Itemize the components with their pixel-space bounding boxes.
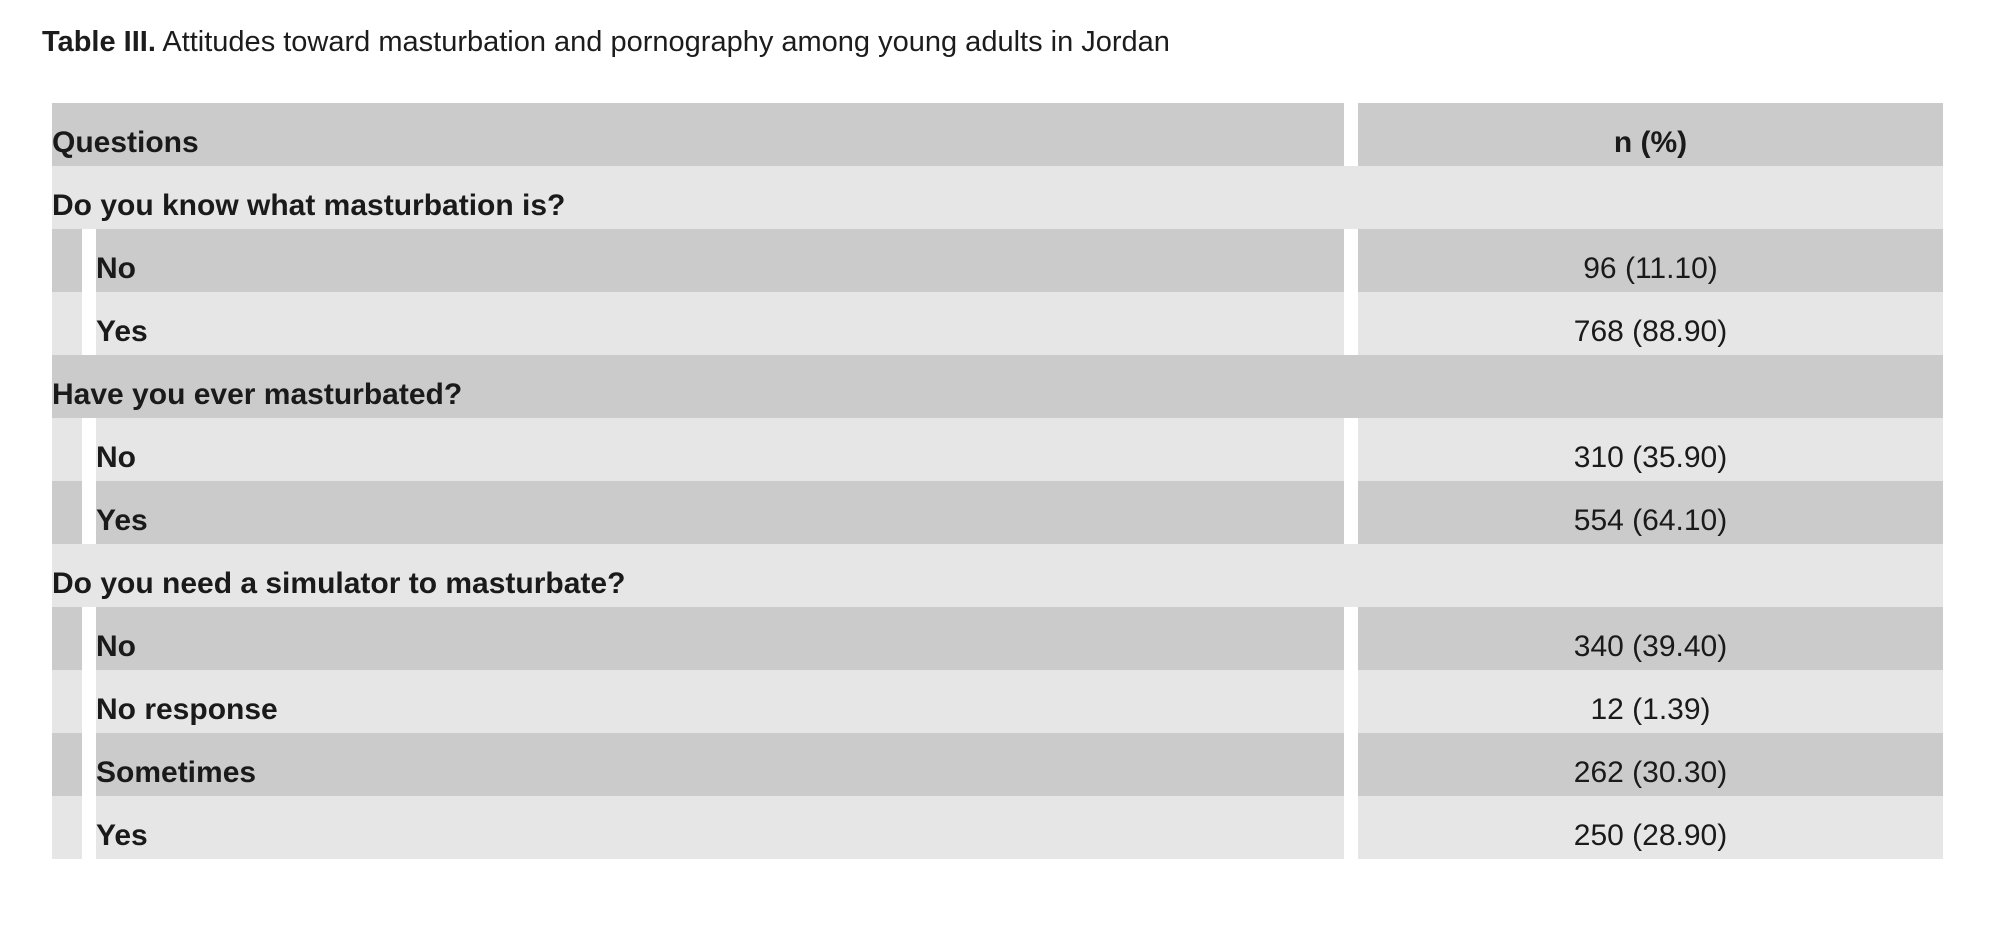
answer-row: Yes 554 (64.10) [52, 481, 1944, 544]
indent-cell [52, 481, 96, 544]
indent-cell [52, 229, 96, 292]
table-caption-text: Attitudes toward masturbation and pornog… [155, 26, 1170, 58]
answer-value: 768 (88.90) [1358, 292, 1944, 355]
header-row: Questions n (%) [52, 103, 1944, 166]
answer-value: 340 (39.40) [1358, 607, 1944, 670]
indent-cell [52, 607, 96, 670]
indent-cell [52, 292, 96, 355]
answer-value: 96 (11.10) [1358, 229, 1944, 292]
answer-value: 250 (28.90) [1358, 796, 1944, 859]
answer-value: 310 (35.90) [1358, 418, 1944, 481]
answer-label: Yes [96, 292, 1359, 355]
answer-row: Sometimes 262 (30.30) [52, 733, 1944, 796]
answer-row: No 340 (39.40) [52, 607, 1944, 670]
indent-cell [52, 733, 96, 796]
answer-row: No 96 (11.10) [52, 229, 1944, 292]
question-row: Do you know what masturbation is? [52, 166, 1944, 229]
question-text: Have you ever masturbated? [52, 355, 1944, 418]
answer-label: No response [96, 670, 1359, 733]
answer-value: 12 (1.39) [1358, 670, 1944, 733]
answer-label: Yes [96, 796, 1359, 859]
indent-cell [52, 796, 96, 859]
answer-label: No [96, 607, 1359, 670]
indent-cell [52, 418, 96, 481]
answer-row: No response 12 (1.39) [52, 670, 1944, 733]
table-caption: Table III. Attitudes toward masturbation… [42, 24, 1170, 60]
answer-value: 554 (64.10) [1358, 481, 1944, 544]
indent-cell [52, 670, 96, 733]
column-header-questions: Questions [52, 103, 1359, 166]
question-text: Do you need a simulator to masturbate? [52, 544, 1944, 607]
answer-label: No [96, 418, 1359, 481]
column-header-n-percent: n (%) [1358, 103, 1944, 166]
answer-row: Yes 250 (28.90) [52, 796, 1944, 859]
question-row: Have you ever masturbated? [52, 355, 1944, 418]
attitudes-table: Questions n (%) Do you know what masturb… [52, 103, 1944, 859]
table-caption-label: Table III. [42, 26, 156, 58]
answer-label: Sometimes [96, 733, 1359, 796]
answer-label: Yes [96, 481, 1359, 544]
answer-row: No 310 (35.90) [52, 418, 1944, 481]
answer-label: No [96, 229, 1359, 292]
question-row: Do you need a simulator to masturbate? [52, 544, 1944, 607]
answer-value: 262 (30.30) [1358, 733, 1944, 796]
question-text: Do you know what masturbation is? [52, 166, 1944, 229]
answer-row: Yes 768 (88.90) [52, 292, 1944, 355]
